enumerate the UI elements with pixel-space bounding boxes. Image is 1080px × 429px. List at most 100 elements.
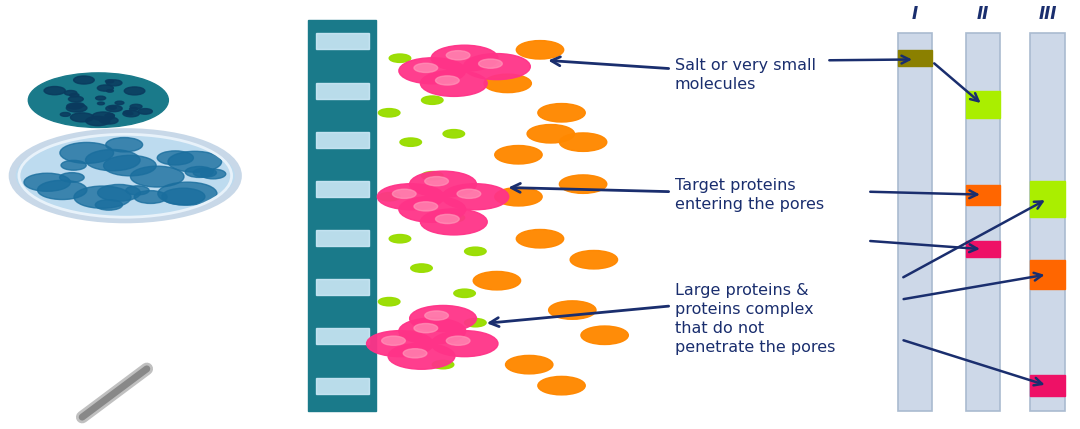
- Circle shape: [435, 76, 459, 85]
- Circle shape: [570, 251, 618, 269]
- Circle shape: [378, 193, 400, 201]
- Circle shape: [106, 80, 122, 86]
- Circle shape: [414, 202, 437, 211]
- Circle shape: [463, 54, 530, 80]
- Circle shape: [185, 166, 213, 178]
- Bar: [316, 329, 368, 344]
- Circle shape: [116, 101, 124, 105]
- Circle shape: [130, 104, 143, 109]
- Circle shape: [107, 90, 113, 92]
- Circle shape: [581, 326, 629, 344]
- Circle shape: [193, 168, 216, 177]
- Circle shape: [484, 74, 531, 93]
- Circle shape: [97, 184, 140, 201]
- Circle shape: [435, 214, 459, 224]
- Circle shape: [67, 103, 82, 109]
- Circle shape: [96, 96, 106, 100]
- Circle shape: [378, 109, 400, 117]
- Circle shape: [410, 264, 432, 272]
- Bar: [1030, 33, 1065, 411]
- Text: III: III: [1038, 5, 1056, 22]
- Circle shape: [389, 54, 410, 62]
- Circle shape: [559, 175, 607, 193]
- Circle shape: [106, 80, 113, 83]
- Circle shape: [126, 112, 133, 115]
- Bar: [897, 33, 932, 411]
- Circle shape: [97, 102, 105, 105]
- Circle shape: [388, 343, 455, 369]
- Circle shape: [446, 336, 470, 345]
- Circle shape: [421, 96, 443, 104]
- Circle shape: [72, 103, 84, 107]
- Circle shape: [158, 151, 193, 165]
- Text: Salt or very small
molecules: Salt or very small molecules: [675, 58, 815, 92]
- Bar: [966, 33, 1000, 411]
- Circle shape: [516, 230, 564, 248]
- Circle shape: [44, 87, 65, 95]
- Circle shape: [138, 109, 152, 114]
- Text: Large proteins &
proteins complex
that do not
penetrate the pores: Large proteins & proteins complex that d…: [675, 283, 835, 355]
- Circle shape: [389, 235, 410, 243]
- Bar: [897, 50, 932, 66]
- Circle shape: [495, 187, 542, 206]
- Bar: [316, 132, 368, 148]
- Circle shape: [424, 177, 448, 186]
- Circle shape: [66, 104, 86, 112]
- Circle shape: [454, 289, 475, 297]
- Circle shape: [392, 189, 416, 198]
- Circle shape: [538, 376, 585, 395]
- Circle shape: [443, 214, 464, 222]
- Bar: [1030, 260, 1065, 289]
- Circle shape: [421, 172, 443, 180]
- Circle shape: [377, 184, 444, 210]
- Bar: [966, 184, 1000, 205]
- Circle shape: [73, 76, 94, 84]
- Circle shape: [464, 247, 486, 256]
- Circle shape: [495, 145, 542, 164]
- Circle shape: [106, 138, 143, 152]
- Circle shape: [378, 297, 400, 306]
- Circle shape: [92, 112, 114, 121]
- Bar: [316, 230, 368, 246]
- Circle shape: [431, 45, 498, 71]
- Circle shape: [432, 360, 454, 369]
- Circle shape: [399, 318, 465, 344]
- Circle shape: [400, 138, 421, 146]
- Circle shape: [95, 199, 122, 210]
- Circle shape: [59, 172, 84, 182]
- Circle shape: [109, 106, 117, 109]
- Bar: [316, 378, 368, 394]
- Circle shape: [516, 41, 564, 59]
- Bar: [1030, 181, 1065, 217]
- Circle shape: [414, 63, 437, 73]
- Bar: [1030, 375, 1065, 396]
- Circle shape: [24, 173, 70, 191]
- Circle shape: [505, 355, 553, 374]
- Bar: [966, 33, 1000, 411]
- Circle shape: [424, 311, 448, 320]
- Circle shape: [125, 186, 149, 195]
- Circle shape: [28, 73, 168, 127]
- Circle shape: [399, 196, 465, 222]
- Circle shape: [38, 180, 86, 199]
- Circle shape: [106, 105, 122, 112]
- Circle shape: [442, 184, 509, 210]
- Text: II: II: [976, 5, 989, 22]
- Bar: [316, 181, 368, 197]
- Circle shape: [446, 51, 470, 60]
- Circle shape: [124, 111, 132, 114]
- Bar: [316, 33, 368, 49]
- Circle shape: [473, 272, 521, 290]
- Circle shape: [201, 169, 226, 179]
- Circle shape: [381, 336, 405, 345]
- Circle shape: [60, 112, 70, 116]
- Circle shape: [559, 133, 607, 151]
- Circle shape: [68, 96, 83, 102]
- Circle shape: [130, 107, 138, 111]
- Circle shape: [403, 349, 427, 358]
- Circle shape: [85, 149, 140, 171]
- Circle shape: [85, 116, 110, 126]
- Circle shape: [366, 331, 433, 356]
- Circle shape: [158, 182, 217, 205]
- Circle shape: [420, 70, 487, 97]
